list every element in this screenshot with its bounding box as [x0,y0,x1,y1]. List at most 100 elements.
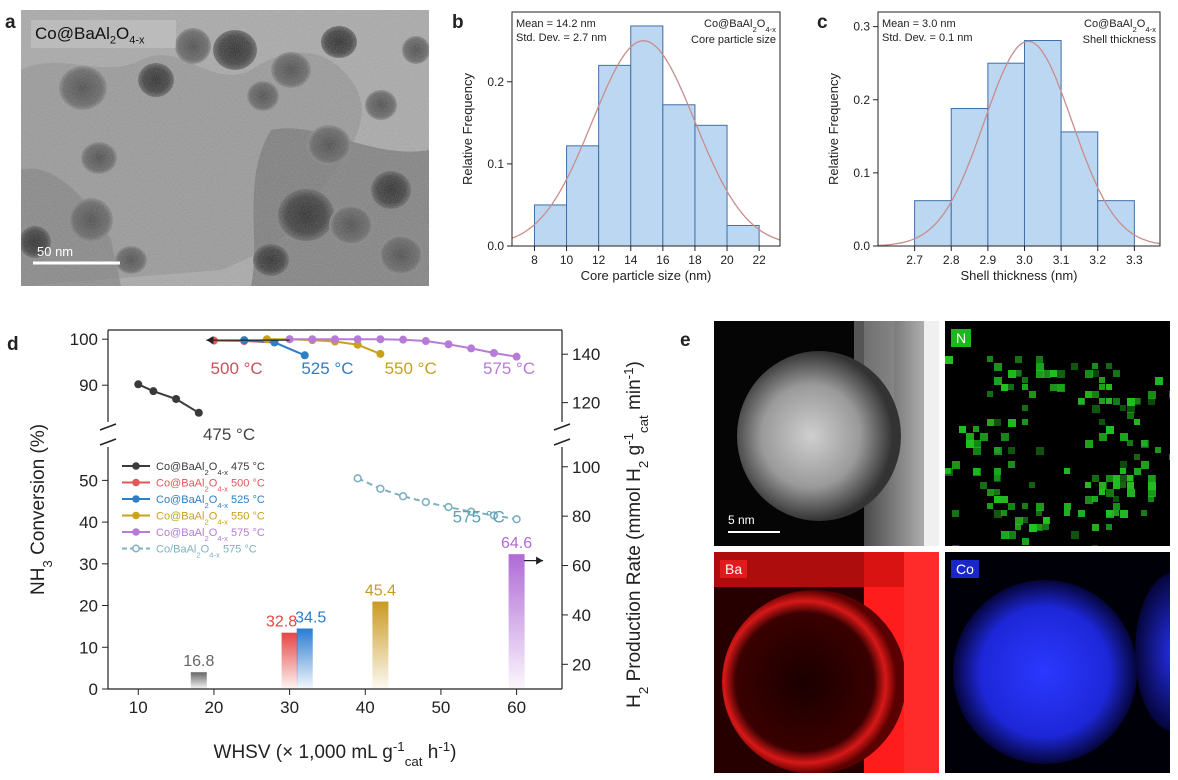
left-y-tick-label: 20 [79,597,98,616]
nitrogen-signal-pixel [1134,468,1141,475]
nitrogen-signal-pixel [1001,496,1008,503]
haadf-scale-label: 5 nm [728,513,755,527]
nitrogen-signal-pixel [1001,531,1009,539]
production-rate-bar [296,628,313,689]
y-tick-label: 0.2 [487,75,504,89]
y-tick-label: 0.1 [853,166,870,180]
right-y-axis-title: H2 Production Rate (mmol H2 g-1cat min-1… [621,361,651,708]
nitrogen-signal-pixel [1099,419,1105,425]
nitrogen-signal-pixel [987,419,994,426]
nitrogen-signal-pixel [952,510,959,517]
nitrogen-signal-pixel [1113,370,1120,377]
nitrogen-signal-pixel [1085,496,1093,504]
histogram-bar [566,145,600,247]
right-y-tick-label: 140 [572,345,600,364]
x-tick-label: 40 [356,698,375,717]
barium-map [714,552,939,773]
series-point [421,497,430,507]
histogram-bar [1097,200,1135,247]
nitrogen-signal-pixel [1036,363,1044,371]
nitrogen-signal-pixel [1134,398,1140,404]
nitrogen-signal-pixel [1015,356,1022,363]
series-point [194,408,203,417]
haadf-image [714,321,939,546]
nitrogen-signal-pixel [1022,405,1028,411]
nitrogen-signal-pixel [1008,384,1014,390]
panel-b-letter: b [452,12,464,33]
nitrogen-signal-pixel [1071,531,1079,539]
x-tick-label: 20 [204,698,223,717]
left-axis-arrowhead [206,336,214,345]
histogram-bar [533,204,568,247]
series-point [331,335,339,344]
panel-d-letter: d [7,334,19,355]
legend-marker [132,544,140,553]
series-point [353,474,362,483]
left-y-tick-label: 0 [89,680,98,699]
series-point [399,335,408,344]
gaussian-fit-curve [877,40,1161,247]
nitrogen-signal-pixel [1085,440,1093,448]
nitrogen-signal-pixel [1015,370,1021,376]
right-y-tick-label: 60 [572,557,591,576]
nitrogen-signal-pixel [980,482,987,489]
legend-entry: Co@BaAl2O4-x 500 °C [156,478,265,494]
nitrogen-signal-pixel [980,433,988,441]
left-y-tick-label: 50 [79,471,98,490]
nitrogen-signal-pixel [966,433,974,441]
left-y-tick-label: 10 [79,638,98,657]
nitrogen-signal-pixel [1155,447,1161,453]
temperature-label: 550 °C [385,359,437,378]
nitrogen-signal-pixel [1008,531,1016,539]
tem-scale-bar-label: 50 nm [37,244,74,259]
y-axis-label: Relative Frequency [826,73,841,185]
nitrogen-signal-pixel [1169,391,1170,398]
series-point [172,395,181,403]
nitrogen-signal-pixel [994,475,1000,481]
nitrogen-signal-pixel [1127,398,1135,406]
series-point [467,344,476,353]
nitrogen-signal-pixel [994,419,1001,426]
series-point [489,511,499,520]
histogram-bar [914,200,952,247]
barium-label: Ba [720,560,748,578]
nitrogen-signal-pixel [1022,377,1028,383]
haadf-tile: 5 nm [714,321,939,546]
nitrogen-signal-pixel [1029,482,1035,488]
series-point [467,507,476,516]
nitrogen-signal-pixel [1127,405,1135,413]
nitrogen-signal-pixel [1120,405,1126,411]
nitrogen-signal-pixel [1008,447,1015,454]
nitrogen-signal-pixel [1113,510,1119,516]
nitrogen-signal-pixel [1022,419,1028,425]
x-tick-label: 8 [531,253,538,267]
nitrogen-signal-pixel [1113,475,1120,482]
right-y-tick-label: 80 [572,507,591,526]
nitrogen-signal-pixel [1099,433,1107,441]
y-tick-label: 0.3 [853,20,870,34]
x-axis-label: Shell thickness (nm) [960,268,1077,283]
nitrogen-signal-pixel [1106,510,1114,518]
series-line [357,477,517,521]
series-point [444,502,453,512]
series-point [376,335,385,344]
nitrogen-signal-pixel [994,468,1001,475]
nitrogen-signal-pixel [1127,412,1134,419]
nitrogen-signal-pixel [1134,419,1140,425]
left-y-tick-label: 90 [79,376,98,395]
nitrogen-signal-pixel [1141,510,1147,516]
plot-frame [877,11,1161,247]
x-tick-label: 30 [280,698,299,717]
axis-break-mark [553,438,571,446]
right-y-tick-label: 120 [572,394,600,413]
quantity-annotation: Core particle size [691,34,776,46]
histogram-bar [1023,40,1062,247]
legend-entry: Co@BaAl2O4-x 575 °C [156,527,265,543]
series-point [512,514,521,524]
x-tick-label: 14 [624,253,638,267]
nitrogen-signal-pixel [945,468,951,474]
nitrogen-signal-pixel [1106,363,1112,369]
nitrogen-signal-pixel [1064,503,1071,510]
production-rate-value: 32.8 [266,614,297,631]
nitrogen-signal-pixel [1148,398,1155,405]
